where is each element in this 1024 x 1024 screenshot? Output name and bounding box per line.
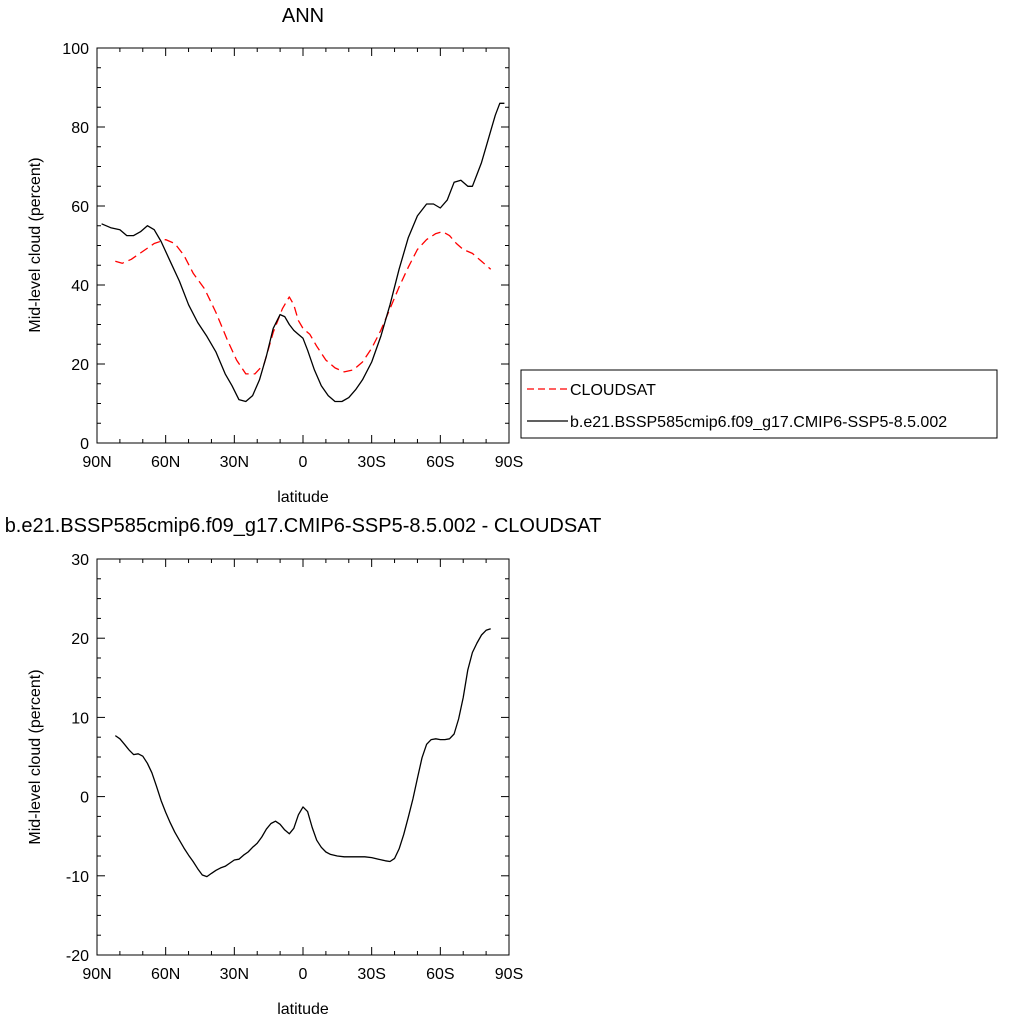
plot-frame [96, 47, 510, 444]
chart-panel-annual: ANN 0 20 40 60 80 100 90N 60N 30N 0 30S 60S 90S Mid… [27, 5, 523, 506]
y-tick-label: 80 [71, 120, 89, 137]
legend-box [520, 369, 998, 439]
x-tick-label: 90N [82, 454, 111, 471]
x-tick-label: 60N [151, 966, 180, 983]
series-line [114, 628, 491, 878]
panel-title: ANN [282, 5, 324, 27]
y-axis-ticks: -20 -10 0 10 20 30 [66, 552, 509, 965]
x-tick-label: 60N [151, 454, 180, 471]
legend: CLOUDSAT b.e21.BSSP585cmip6.f09_g17.CMIP… [520, 369, 998, 439]
y-tick-label: 0 [80, 436, 89, 453]
y-tick-label: 20 [71, 631, 89, 648]
series-lines [114, 628, 491, 878]
y-tick-label: 10 [71, 710, 89, 727]
legend-label-cloudsat: CLOUDSAT [570, 382, 656, 399]
x-tick-label: 90S [495, 966, 523, 983]
x-tick-label: 90N [82, 966, 111, 983]
x-axis-ticks: 90N 60N 30N 0 30S 60S 90S [82, 48, 523, 471]
x-tick-label: 90S [495, 454, 523, 471]
y-tick-label: 100 [62, 41, 89, 58]
legend-label-model: b.e21.BSSP585cmip6.f09_g17.CMIP6-SSP5-8.… [570, 414, 947, 431]
chart-panel-difference: b.e21.BSSP585cmip6.f09_g17.CMIP6-SSP5-8.… [5, 515, 602, 1018]
x-tick-label: 30N [220, 454, 249, 471]
x-tick-label: 30S [357, 966, 385, 983]
y-tick-label: -10 [66, 869, 89, 886]
y-tick-label: 0 [80, 790, 89, 807]
series-line [115, 231, 492, 375]
y-tick-label: 20 [71, 357, 89, 374]
y-tick-label: 40 [71, 278, 89, 295]
x-axis-ticks: 90N 60N 30N 0 30S 60S 90S [82, 559, 523, 983]
y-axis-label: Mid-level cloud (percent) [27, 669, 44, 844]
x-tick-label: 60S [426, 966, 454, 983]
x-tick-label: 0 [299, 966, 308, 983]
plot-frame [96, 558, 510, 956]
x-axis-label: latitude [277, 489, 329, 506]
y-tick-label: 30 [71, 552, 89, 569]
x-tick-label: 0 [299, 454, 308, 471]
y-axis-ticks: 0 20 40 60 80 100 [62, 41, 509, 453]
series-lines [101, 102, 505, 403]
y-axis-label: Mid-level cloud (percent) [27, 157, 44, 332]
panel-title: b.e21.BSSP585cmip6.f09_g17.CMIP6-SSP5-8.… [5, 515, 602, 537]
x-tick-label: 60S [426, 454, 454, 471]
x-axis-label: latitude [277, 1001, 329, 1018]
y-tick-label: 60 [71, 199, 89, 216]
x-tick-label: 30N [220, 966, 249, 983]
x-tick-label: 30S [357, 454, 385, 471]
y-tick-label: -20 [66, 948, 89, 965]
series-line [101, 102, 505, 403]
